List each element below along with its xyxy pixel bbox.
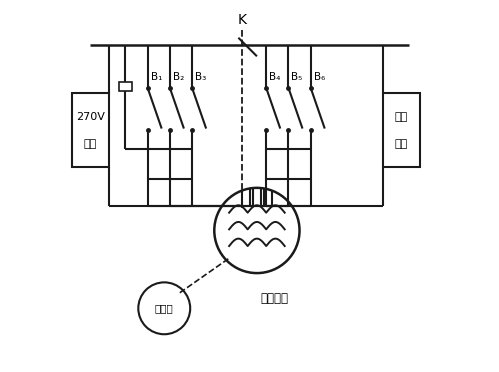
- Text: 负载: 负载: [83, 139, 97, 149]
- Text: 发动机: 发动机: [155, 303, 174, 313]
- FancyBboxPatch shape: [383, 93, 420, 167]
- Text: B₅: B₅: [291, 72, 302, 82]
- Text: B₂: B₂: [173, 72, 184, 82]
- FancyBboxPatch shape: [72, 93, 109, 167]
- Text: 异步电机: 异步电机: [260, 292, 288, 305]
- Text: K: K: [238, 13, 247, 27]
- Text: 电源: 电源: [395, 139, 408, 149]
- Text: 270V: 270V: [76, 112, 105, 122]
- FancyBboxPatch shape: [119, 82, 132, 92]
- Text: B₆: B₆: [313, 72, 325, 82]
- Text: B₄: B₄: [269, 72, 280, 82]
- Text: B₁: B₁: [151, 72, 162, 82]
- Text: 起动: 起动: [395, 112, 408, 122]
- Text: B₃: B₃: [195, 72, 206, 82]
